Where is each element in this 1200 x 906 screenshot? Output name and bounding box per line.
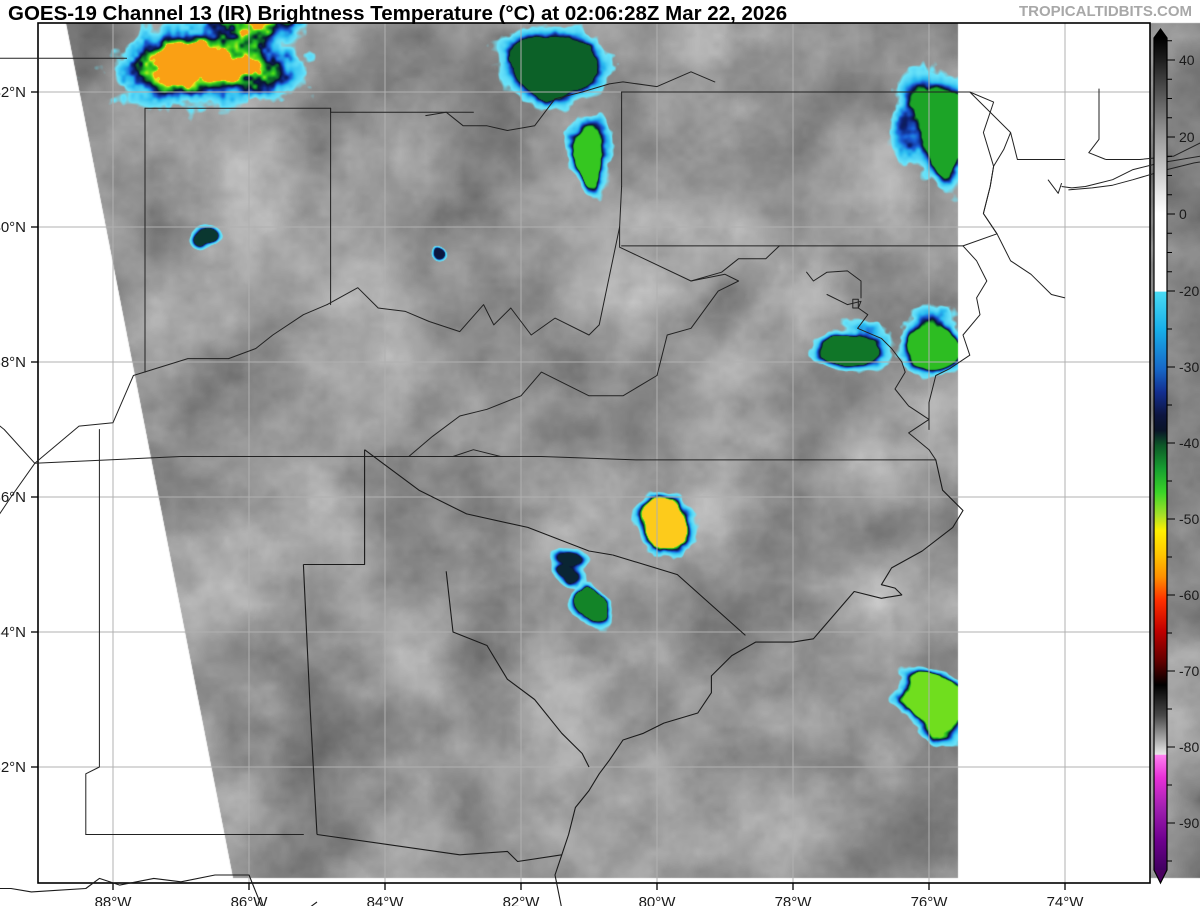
svg-text:-80: -80 [1179, 739, 1199, 755]
svg-text:32°N: 32°N [0, 759, 26, 776]
svg-text:GOES-19 Channel 13 (IR) Bright: GOES-19 Channel 13 (IR) Brightness Tempe… [8, 2, 787, 25]
svg-text:80°W: 80°W [639, 894, 677, 906]
svg-text:34°N: 34°N [0, 624, 26, 641]
svg-text:36°N: 36°N [0, 489, 26, 506]
svg-text:TROPICALTIDBITS.COM: TROPICALTIDBITS.COM [1019, 3, 1192, 20]
svg-text:-60: -60 [1179, 587, 1199, 603]
svg-text:38°N: 38°N [0, 354, 26, 371]
svg-text:20: 20 [1179, 129, 1195, 145]
svg-text:78°W: 78°W [775, 894, 813, 906]
svg-text:76°W: 76°W [911, 894, 949, 906]
svg-text:-30: -30 [1179, 359, 1199, 375]
svg-text:-90: -90 [1179, 815, 1199, 831]
svg-text:40°N: 40°N [0, 219, 26, 236]
svg-text:74°W: 74°W [1047, 894, 1085, 906]
svg-text:82°W: 82°W [503, 894, 541, 906]
svg-text:40: 40 [1179, 52, 1195, 68]
svg-text:88°W: 88°W [95, 894, 133, 906]
svg-text:-70: -70 [1179, 663, 1199, 679]
svg-text:-40: -40 [1179, 435, 1199, 451]
svg-text:42°N: 42°N [0, 84, 26, 101]
svg-text:-20: -20 [1179, 283, 1199, 299]
svg-text:-50: -50 [1179, 511, 1199, 527]
svg-text:86°W: 86°W [231, 894, 269, 906]
svg-text:0: 0 [1179, 206, 1187, 222]
svg-text:84°W: 84°W [367, 894, 405, 906]
